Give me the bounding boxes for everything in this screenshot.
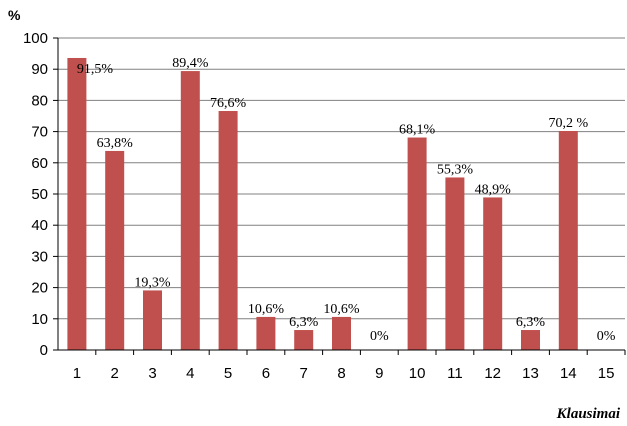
data-label: 0% [370,329,389,344]
bar [218,111,238,351]
x-tick-label: 15 [598,365,615,382]
x-tick-label: 12 [484,365,501,382]
x-tick-label: 9 [375,365,383,382]
data-label: 63,8% [97,136,134,151]
bar [558,130,578,350]
bar [256,316,276,350]
bar [67,57,87,351]
bar [407,137,427,350]
data-label: 10,6% [323,302,360,317]
x-tick-label: 3 [148,365,156,382]
bar [143,290,162,350]
y-tick-label: 50 [31,186,48,203]
data-label: 6,3% [516,315,546,330]
y-tick-label: 60 [31,155,48,172]
bar [521,330,540,350]
y-axis-label: % [8,7,21,23]
x-tick-label: 2 [111,365,119,382]
y-tick-label: 100 [23,30,48,47]
x-ticks: 1 2 3 4 5 6 7 8 9 10 11 12 13 14 15 [73,350,626,382]
x-tick-label: 4 [186,365,194,382]
data-label: 6,3% [289,315,319,330]
data-label: 91,5% [77,62,114,77]
bars [67,57,578,351]
y-tick-label: 80 [31,92,48,109]
y-tick-label: 20 [31,280,48,297]
bar [294,330,314,350]
data-label: 48,9% [475,182,512,197]
bar [483,197,503,350]
bar [445,177,465,350]
data-label: 19,3% [134,275,171,290]
data-label: 70,2 % [548,116,588,131]
x-axis-label: Klausimai [556,406,621,422]
y-tick-label: 30 [31,248,48,265]
x-tick-label: 13 [522,365,539,382]
x-tick-label: 5 [224,365,232,382]
y-ticks: 0 10 20 30 40 50 60 70 80 90 100 [23,30,58,359]
y-tick-label: 40 [31,217,48,234]
data-label: 0% [597,329,616,344]
y-tick-label: 90 [31,61,48,78]
data-label: 10,6% [248,302,285,317]
x-tick-label: 1 [73,365,81,382]
x-tick-label: 10 [409,365,426,382]
y-tick-label: 0 [40,342,48,359]
gridlines [58,37,625,320]
y-tick-label: 10 [31,311,48,328]
bar [332,316,351,350]
bar [105,150,125,350]
x-tick-label: 8 [337,365,345,382]
bar [180,71,200,351]
x-tick-label: 7 [300,365,308,382]
data-labels: 91,5% 63,8% 19,3% 89,4% 76,6% 10,6% 6,3% 10,6% 0… [77,56,616,344]
data-label: 68,1% [399,123,436,138]
data-label: 76,6% [210,96,247,111]
data-label: 89,4% [172,56,209,71]
x-tick-label: 6 [262,365,270,382]
data-label: 55,3% [437,162,474,177]
x-tick-label: 11 [447,365,463,382]
y-tick-label: 70 [31,124,48,141]
x-tick-label: 14 [560,365,577,382]
